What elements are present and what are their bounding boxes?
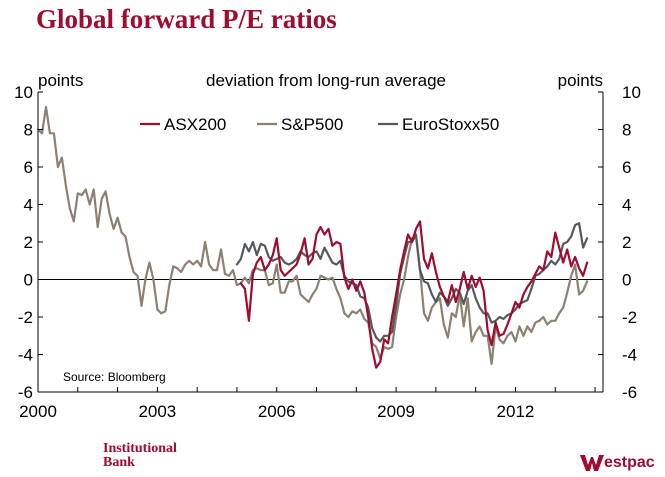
chart-series <box>36 105 589 369</box>
y-tick-label-left: 0 <box>24 271 33 290</box>
y-axis-label-right: points <box>558 71 603 90</box>
chart-legend: ASX200 S&P500 EuroStoxx50 <box>140 115 499 134</box>
line-chart: -6 -6 -4 -4 -2 -2 0 0 2 2 4 4 6 6 8 8 10 10 2000 2003 2006 20… <box>14 71 641 421</box>
westpac-wordmark: estpac <box>604 454 655 471</box>
y-tick-label-right: -6 <box>622 383 637 402</box>
y-tick-label-right: 8 <box>622 121 631 140</box>
logo-text-line: Bank <box>103 455 135 470</box>
y-tick-label-right: 4 <box>622 196 631 215</box>
chart-subtitle: deviation from long-run average <box>206 71 446 90</box>
y-tick-label-left: 6 <box>24 158 33 177</box>
chart-axes: -6 -6 -4 -4 -2 -2 0 0 2 2 4 4 6 6 8 8 10 10 2000 2003 2006 20… <box>14 83 641 421</box>
institutional-bank-logo: Institutional Bank <box>103 442 213 470</box>
y-tick-label-right: -2 <box>622 308 637 327</box>
y-tick-label-right: 6 <box>622 158 631 177</box>
x-tick-label: 2012 <box>497 402 535 421</box>
legend-label: ASX200 <box>164 115 226 134</box>
y-axis-label-left: points <box>38 71 83 90</box>
series-line-asx200 <box>239 220 589 369</box>
chart-title: Global forward P/E ratios <box>36 4 337 34</box>
x-tick-label: 2006 <box>258 402 296 421</box>
y-tick-label-right: 10 <box>622 83 641 102</box>
x-tick-label: 2000 <box>19 402 57 421</box>
westpac-w-icon <box>580 455 604 471</box>
y-tick-label-left: -6 <box>18 383 33 402</box>
x-tick-label: 2003 <box>138 402 176 421</box>
legend-label: S&P500 <box>281 115 343 134</box>
series-line-sp500 <box>36 105 589 365</box>
y-tick-label-left: 2 <box>24 233 33 252</box>
y-tick-label-left: 10 <box>14 83 33 102</box>
y-tick-label-left: 8 <box>24 121 33 140</box>
y-tick-label-right: 0 <box>622 271 631 290</box>
y-tick-label-left: 4 <box>24 196 33 215</box>
source-note: Source: Bloomberg <box>63 370 166 384</box>
y-tick-label-right: 2 <box>622 233 631 252</box>
x-tick-label: 2009 <box>377 402 415 421</box>
westpac-logo: estpac <box>580 452 655 474</box>
legend-label: EuroStoxx50 <box>402 115 499 134</box>
logo-text-line: Institutional <box>103 441 177 456</box>
y-tick-label-right: -4 <box>622 346 637 365</box>
y-tick-label-left: -4 <box>18 346 33 365</box>
y-tick-label-left: -2 <box>18 308 33 327</box>
